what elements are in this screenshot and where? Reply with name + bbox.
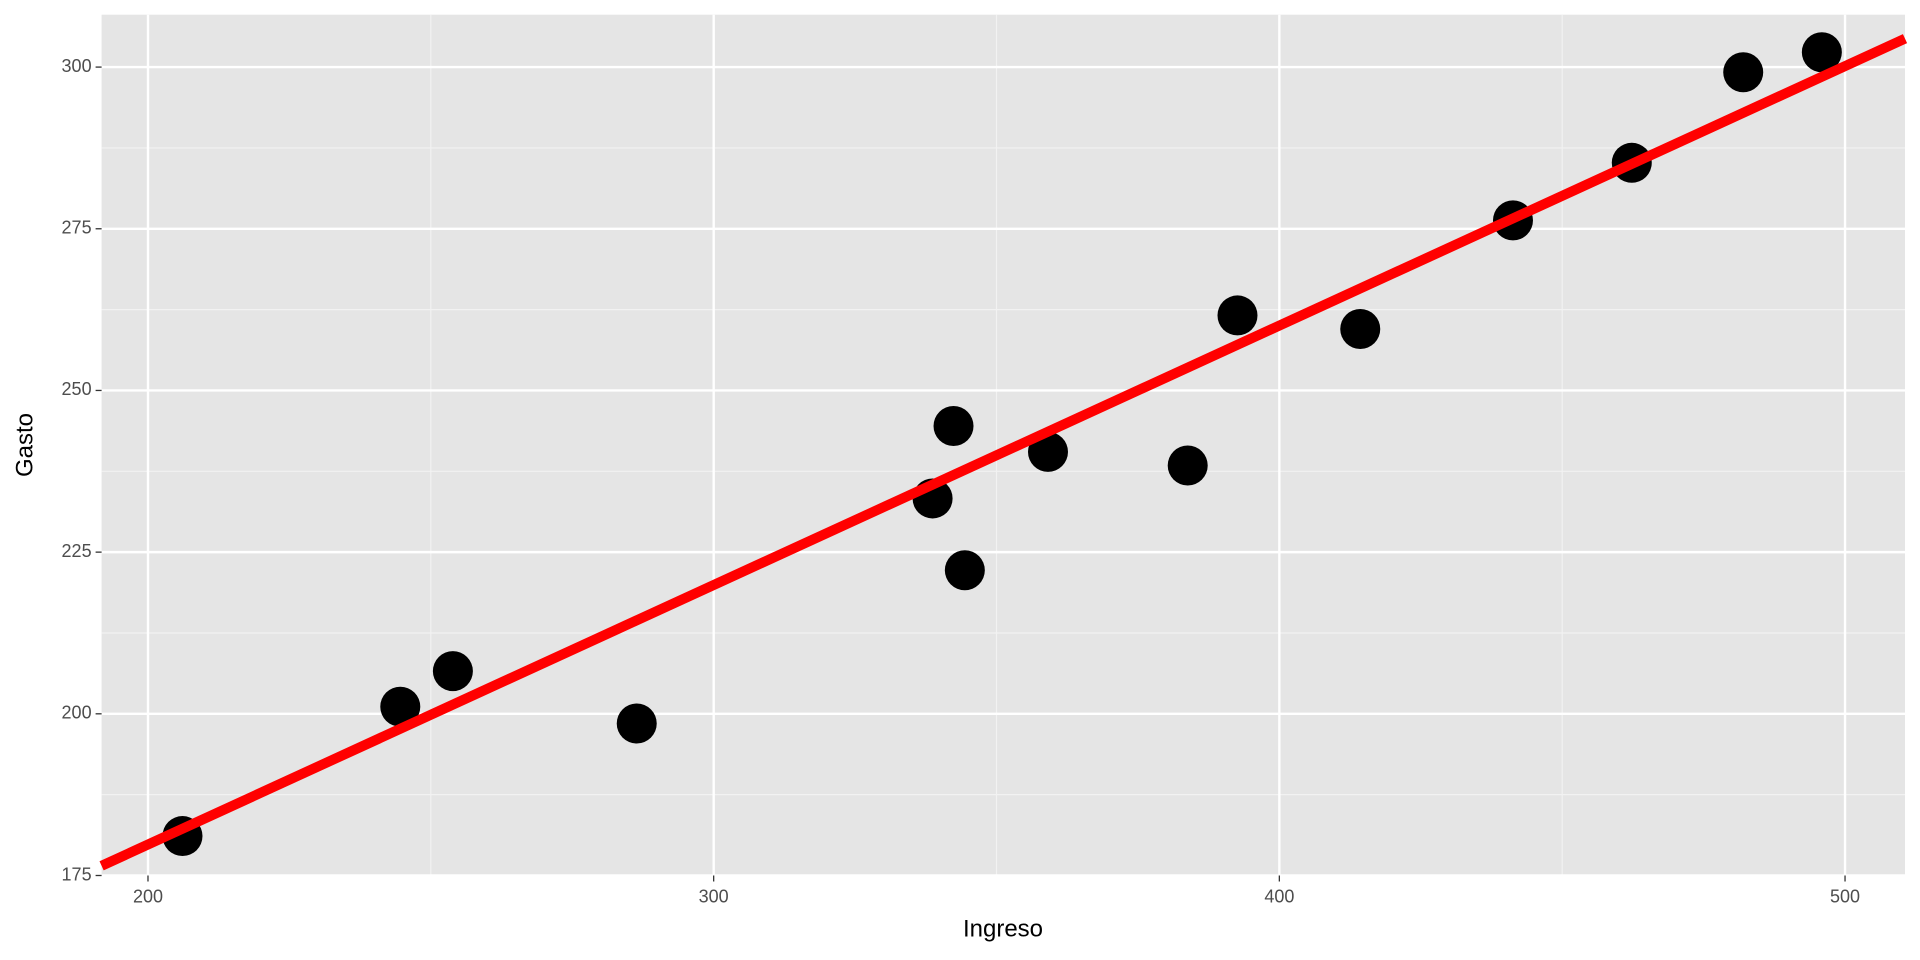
y-tick-label: 200 (62, 703, 92, 723)
marks (99, 32, 1908, 871)
y-axis-title: Gasto (11, 413, 38, 477)
x-tick-label: 200 (133, 886, 163, 906)
y-tick-label: 300 (62, 56, 92, 76)
point (1340, 309, 1381, 350)
y-tick-label: 250 (62, 379, 92, 399)
point (1723, 52, 1764, 93)
x-tick-label: 300 (699, 886, 729, 906)
point (380, 686, 421, 727)
point (1167, 445, 1208, 486)
point (944, 550, 985, 591)
x-tick-label: 500 (1830, 886, 1860, 906)
y-tick-label: 175 (62, 864, 92, 884)
point (1217, 295, 1258, 336)
grid (101, 14, 1905, 877)
x-axis-title: Ingreso (963, 915, 1043, 942)
point (432, 651, 473, 692)
point (1801, 32, 1842, 73)
x-tick-label: 400 (1264, 886, 1294, 906)
fit-line (99, 34, 1908, 871)
point (933, 406, 974, 447)
point (616, 703, 657, 744)
y-tick-label: 275 (62, 218, 92, 238)
point (1027, 431, 1068, 472)
y-tick-label: 225 (62, 541, 92, 561)
